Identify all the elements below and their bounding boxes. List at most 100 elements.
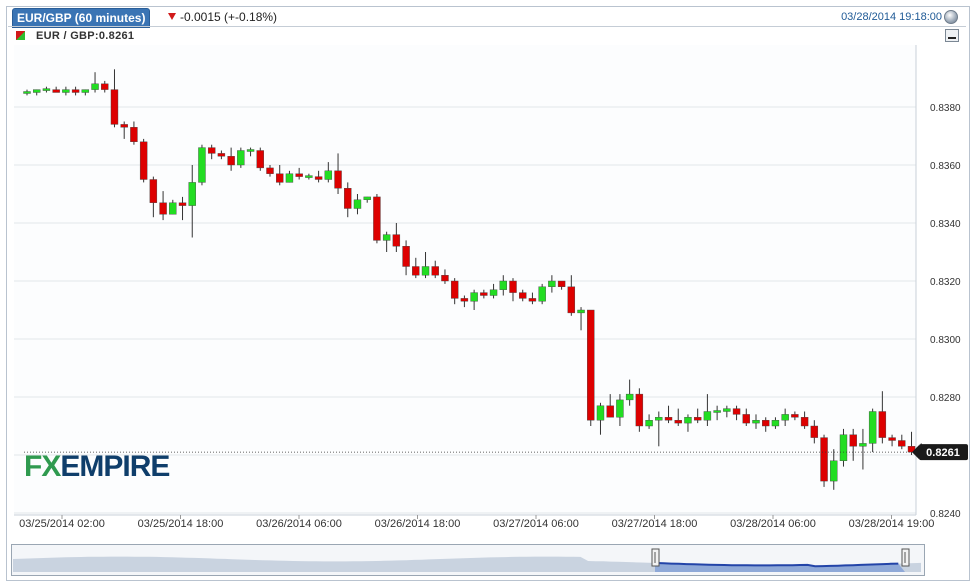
- candle-body: [276, 173, 284, 183]
- candle-body: [169, 202, 177, 215]
- candle-body: [130, 127, 138, 143]
- candle-body: [557, 280, 566, 287]
- candle-body: [693, 417, 702, 421]
- minimize-icon[interactable]: [945, 29, 959, 42]
- candle-body: [412, 266, 420, 276]
- candle-body: [295, 173, 303, 177]
- candle-body: [460, 298, 469, 302]
- candle-body: [402, 245, 410, 267]
- x-tick-label: 03/28/2014 19:00: [849, 518, 935, 530]
- down-arrow-icon: [168, 13, 176, 20]
- candle-body: [820, 437, 828, 482]
- candle-body: [266, 167, 274, 174]
- plot-area: [14, 45, 916, 515]
- candle-body: [830, 460, 838, 482]
- candle-body: [528, 298, 537, 302]
- candle-body: [655, 417, 663, 421]
- candle-body: [713, 410, 721, 413]
- candle-body: [227, 156, 235, 166]
- current-price-pointer: [912, 445, 919, 460]
- candle-body: [606, 405, 614, 418]
- candle-body: [62, 89, 70, 93]
- candle-body: [567, 286, 576, 314]
- candle-body: [431, 266, 439, 276]
- candle-body: [237, 150, 245, 166]
- candle-body: [839, 434, 848, 462]
- candle-body: [149, 179, 158, 203]
- candle-body: [625, 393, 634, 401]
- candle-body: [246, 149, 255, 152]
- candle-body: [762, 420, 770, 427]
- candle-body: [810, 425, 819, 438]
- candle-body: [314, 176, 323, 180]
- x-tick-label: 03/27/2014 18:00: [612, 518, 698, 530]
- candle-body: [421, 266, 430, 276]
- candle-body: [101, 83, 109, 90]
- candle-body: [509, 280, 517, 293]
- candle-body: [752, 420, 760, 424]
- candle-body: [645, 420, 653, 427]
- price-change: -0.0015 (+-0.18%): [180, 10, 278, 24]
- x-tick-label: 03/26/2014 06:00: [256, 518, 342, 530]
- candle-body: [110, 89, 119, 125]
- candle-body: [732, 408, 741, 415]
- y-tick-label: 0.8280: [930, 393, 961, 404]
- current-price-label: 0.8261: [926, 447, 960, 459]
- candle-body: [616, 399, 624, 418]
- candle-body: [538, 286, 546, 302]
- x-tick-label: 03/26/2014 18:00: [375, 518, 461, 530]
- candle-body: [71, 89, 80, 93]
- candle-body: [587, 309, 595, 421]
- last-update-datetime: 03/28/2014 19:18:00: [841, 11, 942, 23]
- x-tick-label: 03/28/2014 06:00: [730, 518, 816, 530]
- fxempire-logo: FXEMPIRE: [24, 450, 170, 483]
- candle-body: [888, 437, 896, 441]
- candle-body: [441, 275, 449, 282]
- candle-body: [703, 411, 712, 421]
- candle-body: [217, 153, 226, 157]
- candle-body: [305, 175, 313, 178]
- candle-body: [382, 234, 391, 241]
- candle-body: [198, 147, 206, 183]
- candle-body: [256, 150, 264, 169]
- candle-body: [42, 88, 51, 91]
- chart-tab-title[interactable]: EUR/GBP (60 minutes): [12, 8, 151, 28]
- candle-body: [859, 443, 867, 447]
- candle-body: [470, 292, 478, 302]
- candle-body: [849, 434, 857, 447]
- candle-body: [392, 234, 401, 247]
- candle-body: [52, 89, 60, 93]
- candle-body: [344, 187, 352, 209]
- instrument-icon: [16, 31, 25, 40]
- candle-body: [674, 420, 682, 424]
- header-divider: [8, 26, 966, 27]
- current-price-box: [919, 444, 968, 461]
- y-tick-label: 0.8320: [930, 277, 961, 288]
- candle-body: [499, 280, 507, 290]
- candle-body: [450, 280, 459, 299]
- y-tick-label: 0.8240: [930, 509, 961, 520]
- candle-body: [635, 393, 644, 427]
- x-tick-label: 03/25/2014 18:00: [138, 518, 224, 530]
- instrument-label: EUR / GBP:0.8261: [36, 30, 135, 42]
- candle-body: [178, 202, 187, 206]
- candle-body: [91, 83, 99, 90]
- candle-body: [742, 414, 750, 424]
- navigator-scrollbar[interactable]: [11, 544, 925, 576]
- settings-icon[interactable]: [944, 10, 958, 24]
- candle-body: [577, 309, 585, 314]
- candle-body: [373, 196, 381, 241]
- candle-body: [81, 89, 90, 93]
- candle-body: [23, 91, 31, 94]
- candle-body: [548, 280, 556, 287]
- candle-body: [334, 170, 342, 189]
- x-tick-label: 03/27/2014 06:00: [493, 518, 579, 530]
- y-tick-label: 0.8380: [930, 103, 961, 114]
- candle-body: [489, 289, 498, 296]
- y-tick-label: 0.8360: [930, 161, 961, 172]
- candle-body: [771, 420, 780, 427]
- candle-body: [207, 147, 216, 154]
- candle-body: [868, 411, 877, 444]
- candle-body: [324, 170, 333, 180]
